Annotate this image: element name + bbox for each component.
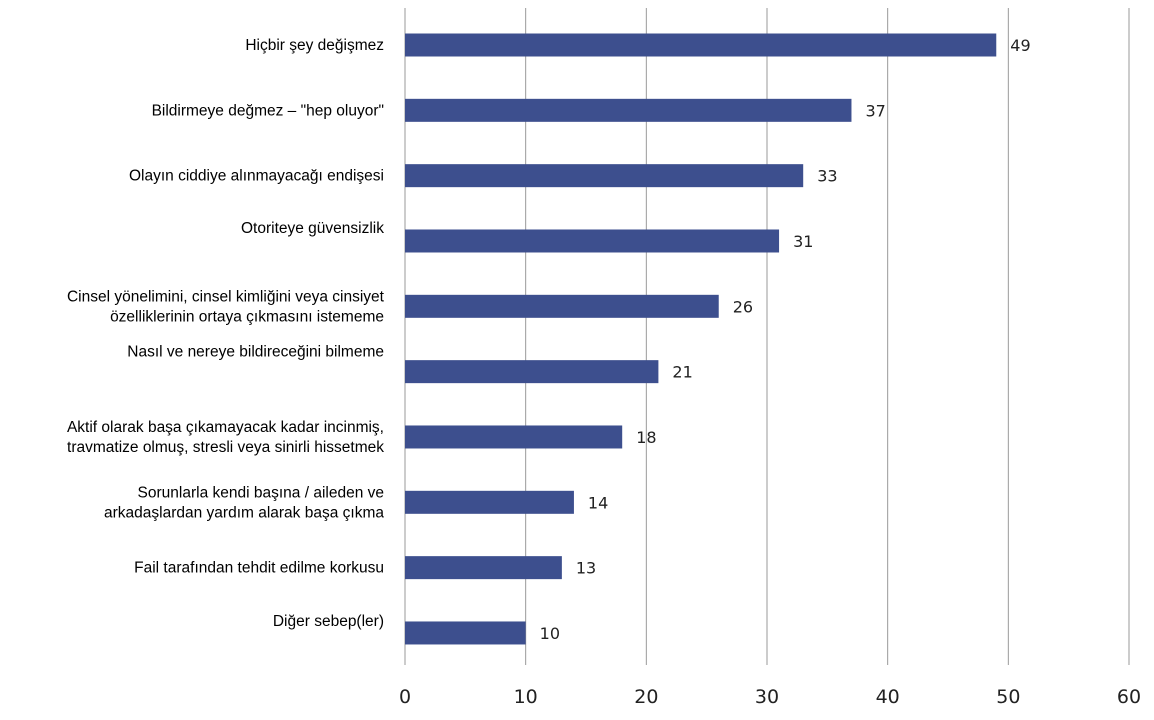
- y-tick-label: Fail tarafından tehdit edilme korkusu: [134, 560, 384, 577]
- bar: [405, 164, 804, 188]
- data-label: 33: [817, 167, 837, 186]
- bar: [405, 360, 659, 384]
- data-label: 10: [540, 624, 560, 643]
- data-label: 14: [588, 493, 608, 512]
- value-labels: 49 37 33 31 26 21 18 14 13 10: [540, 36, 1031, 643]
- x-tick-label: 40: [876, 686, 900, 708]
- bar: [405, 490, 574, 514]
- bar: [405, 425, 623, 449]
- y-tick-label: Hiçbir şey değişmez: [245, 37, 384, 54]
- data-label: 49: [1010, 36, 1030, 55]
- y-tick-label: Olayın ciddiye alınmayacağı endişesi: [129, 168, 384, 185]
- x-tick-label: 50: [996, 686, 1020, 708]
- bar: [405, 556, 562, 580]
- x-axis-ticks: 0 10 20 30 40 50 60: [399, 686, 1141, 708]
- y-tick-label: Aktif olarak başa çıkamayacak kadar inci…: [67, 419, 384, 456]
- y-tick-label: Sorunlarla kendi başına / aileden ve arka…: [104, 484, 384, 521]
- data-label: 13: [576, 559, 596, 578]
- category-labels: Hiçbir şey değişmez Bildirmeye değmez – "…: [67, 37, 385, 630]
- bar: [405, 33, 997, 57]
- bar: [405, 98, 852, 122]
- data-label: 21: [672, 363, 692, 382]
- data-label: 26: [733, 297, 753, 316]
- bar: [405, 294, 719, 318]
- data-label: 37: [865, 101, 885, 120]
- x-tick-label: 0: [399, 686, 411, 708]
- bars: [405, 33, 997, 645]
- y-tick-label: Cinsel yönelimini, cinsel kimliğini veya…: [67, 288, 385, 325]
- data-label: 18: [636, 428, 656, 447]
- data-label: 31: [793, 232, 813, 251]
- bar: [405, 621, 526, 645]
- bar: [405, 229, 780, 253]
- x-tick-label: 10: [514, 686, 538, 708]
- y-tick-label: Nasıl ve nereye bildireceğini bilmeme: [127, 344, 384, 361]
- x-tick-label: 20: [634, 686, 658, 708]
- y-tick-label: Otoriteye güvensizlik: [241, 220, 384, 237]
- y-tick-label: Diğer sebep(ler): [273, 613, 384, 630]
- y-tick-label: Bildirmeye değmez – "hep oluyor": [152, 102, 384, 119]
- x-tick-label: 30: [755, 686, 779, 708]
- x-tick-label: 60: [1117, 686, 1141, 708]
